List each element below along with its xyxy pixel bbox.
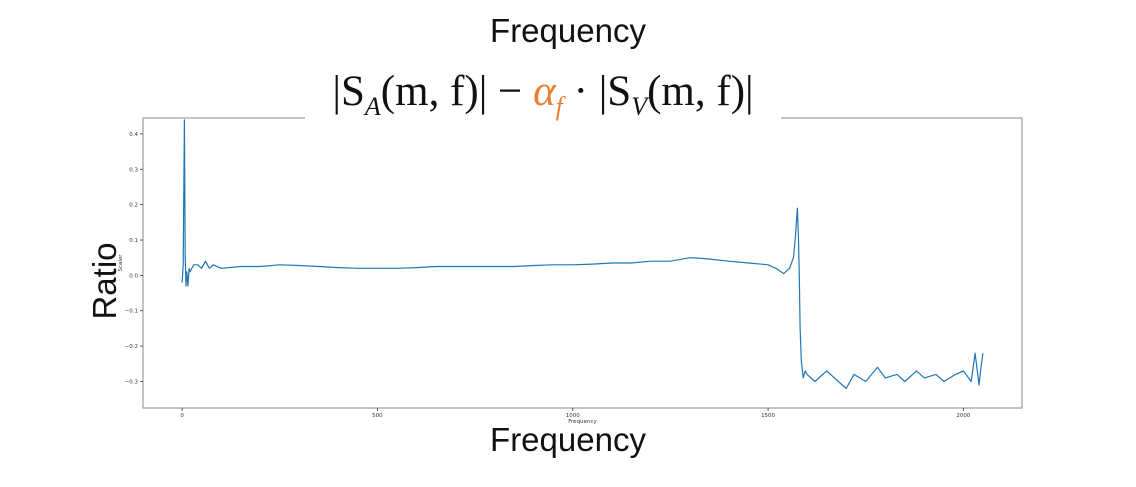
formula-part-mid1: (m, f)| − bbox=[380, 68, 523, 115]
x-tick-label: 2000 bbox=[956, 413, 970, 419]
y-axis-label: Scaler bbox=[118, 254, 124, 272]
formula-part-end: (m, f)| bbox=[647, 68, 754, 115]
formula-sub-v: V bbox=[631, 92, 648, 121]
series-line bbox=[181, 119, 984, 390]
plot-frame bbox=[142, 117, 1023, 409]
formula-sub-a: A bbox=[364, 92, 381, 121]
formula-alpha: α bbox=[533, 68, 556, 115]
slide-top-title: Frequency bbox=[490, 12, 646, 49]
formula-part-left: |S bbox=[332, 68, 365, 115]
x-tick-label: 0 bbox=[180, 413, 184, 419]
y-tick-label: −0.2 bbox=[125, 344, 138, 350]
y-tick-label: 0.2 bbox=[129, 203, 138, 209]
formula: |SA(m, f)| − αf · |SV(m, f)| bbox=[305, 64, 781, 135]
y-tick-label: 0.1 bbox=[129, 238, 138, 244]
slide-ratio-label: Ratio bbox=[86, 242, 123, 320]
x-axis-label: Frequency bbox=[568, 419, 597, 425]
formula-part-mid2: · |S bbox=[573, 68, 632, 115]
y-tick-label: 0.0 bbox=[129, 273, 138, 279]
x-tick-label: 1500 bbox=[761, 413, 775, 419]
x-tick-label: 500 bbox=[372, 413, 383, 419]
slide-bottom-title: Frequency bbox=[490, 421, 646, 458]
y-tick-label: −0.3 bbox=[125, 379, 139, 385]
formula-sub-f: f bbox=[555, 92, 563, 121]
x-tick-label: 1000 bbox=[566, 413, 580, 419]
y-tick-label: 0.4 bbox=[129, 132, 138, 138]
y-tick-label: 0.3 bbox=[129, 167, 138, 173]
y-tick-label: −0.1 bbox=[125, 309, 138, 315]
